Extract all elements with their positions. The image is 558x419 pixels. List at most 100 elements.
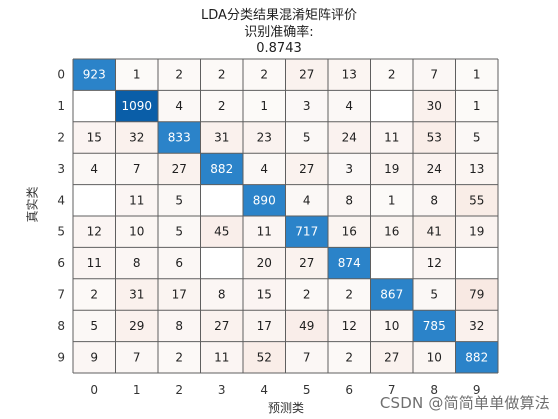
heatmap-cell <box>455 184 498 216</box>
heatmap-cell <box>285 216 328 248</box>
cell-value-label: 31 <box>214 131 229 145</box>
heatmap-cell <box>455 341 498 373</box>
heatmap-cell <box>200 247 243 279</box>
cell-value-label: 1 <box>133 68 141 82</box>
cell-value-label: 2 <box>175 68 183 82</box>
cell-value-label: 11 <box>214 350 229 364</box>
cell-value-label: 8 <box>133 256 141 270</box>
y-axis-label: 真实类 <box>25 186 40 223</box>
cell-value-label: 1 <box>473 68 481 82</box>
heatmap-cell <box>200 184 243 216</box>
x-tick-label: 3 <box>218 383 226 397</box>
cell-value-label: 890 <box>253 193 276 207</box>
cell-value-label: 3 <box>345 162 353 176</box>
heatmap-cell <box>328 59 371 91</box>
cell-value-label: 19 <box>384 162 399 176</box>
cell-value-label: 30 <box>427 99 442 113</box>
heatmap-cell <box>455 278 498 311</box>
heatmap-cell <box>328 216 371 248</box>
heatmap-cell <box>115 216 158 248</box>
cell-value-label: 32 <box>469 319 484 333</box>
cell-value-label: 1 <box>260 99 268 113</box>
cell-value-label: 24 <box>342 131 357 145</box>
heatmap-cell <box>73 341 116 373</box>
heatmap-cell <box>328 121 371 154</box>
heatmap-cell <box>243 59 286 91</box>
cell-value-label: 5 <box>303 131 311 145</box>
heatmap-cell <box>115 90 158 122</box>
heatmap-cell <box>243 278 286 311</box>
heatmap-cell <box>370 341 413 373</box>
heatmap-cell <box>413 153 456 185</box>
heatmap-cell <box>370 216 413 248</box>
cell-value-label: 923 <box>83 68 106 82</box>
cell-value-label: 27 <box>172 162 187 176</box>
y-tick-label: 6 <box>57 256 65 270</box>
heatmap-cell <box>328 310 371 342</box>
cell-value-label: 10 <box>384 319 399 333</box>
heatmap-cell <box>200 278 243 311</box>
cell-value-label: 8 <box>345 193 353 207</box>
heatmap-cell <box>455 310 498 342</box>
heatmap-cell <box>158 184 201 216</box>
cell-value-label: 11 <box>129 193 144 207</box>
y-tick-label: 7 <box>57 288 65 302</box>
heatmap-cell <box>328 184 371 216</box>
cell-value-label: 17 <box>172 288 187 302</box>
cell-value-label: 882 <box>465 350 488 364</box>
heatmap-cell <box>73 184 116 216</box>
x-tick-label: 5 <box>303 383 311 397</box>
cell-value-label: 12 <box>87 225 102 239</box>
cell-value-label: 11 <box>384 131 399 145</box>
cell-value-label: 5 <box>430 288 438 302</box>
heatmap-cell <box>413 121 456 154</box>
heatmap-cell <box>328 341 371 373</box>
heatmap-cell <box>73 216 116 248</box>
y-tick-label: 2 <box>57 131 65 145</box>
heatmap-cell <box>285 247 328 279</box>
heatmap-cell <box>243 184 286 216</box>
chart-title-line-2: 识别准确率: <box>244 25 314 40</box>
cell-value-label: 16 <box>384 225 399 239</box>
chart-title-line-3: 0.8743 <box>256 41 302 56</box>
cell-value-label: 12 <box>427 256 442 270</box>
cell-value-label: 12 <box>342 319 357 333</box>
y-tick-label: 8 <box>57 319 65 333</box>
cell-value-label: 20 <box>257 256 272 270</box>
cell-value-label: 2 <box>175 350 183 364</box>
y-tick-label: 1 <box>57 99 65 113</box>
cell-value-label: 24 <box>427 162 442 176</box>
heatmap-cell <box>285 278 328 311</box>
cell-value-label: 7 <box>430 68 438 82</box>
cell-value-label: 7 <box>133 162 141 176</box>
heatmap-cell <box>158 310 201 342</box>
cell-value-label: 23 <box>257 131 272 145</box>
heatmap-cell <box>243 216 286 248</box>
heatmap-cell <box>158 121 201 154</box>
heatmap-cell <box>73 310 116 342</box>
heatmap-cell <box>455 153 498 185</box>
cell-value-label: 717 <box>295 225 318 239</box>
heatmap-cell <box>413 247 456 279</box>
cell-value-label: 45 <box>214 225 229 239</box>
y-tick-label: 9 <box>57 350 65 364</box>
cell-value-label: 5 <box>90 319 98 333</box>
cell-value-label: 2 <box>345 288 353 302</box>
heatmap-cell <box>243 90 286 122</box>
cell-value-label: 2 <box>388 68 396 82</box>
heatmap-cell <box>328 278 371 311</box>
cell-value-label: 49 <box>299 319 314 333</box>
y-tick-label: 5 <box>57 225 65 239</box>
heatmap-cell <box>73 153 116 185</box>
heatmap-cell <box>115 153 158 185</box>
cell-value-label: 5 <box>473 131 481 145</box>
cell-value-label: 31 <box>129 288 144 302</box>
heatmap-cell <box>115 341 158 373</box>
cell-value-label: 874 <box>338 256 361 270</box>
heatmap-cell <box>243 153 286 185</box>
heatmap-cell <box>413 184 456 216</box>
cell-value-label: 27 <box>299 256 314 270</box>
heatmap-cell <box>73 59 116 91</box>
heatmap-cell <box>370 121 413 154</box>
heatmap-cell <box>370 90 413 122</box>
